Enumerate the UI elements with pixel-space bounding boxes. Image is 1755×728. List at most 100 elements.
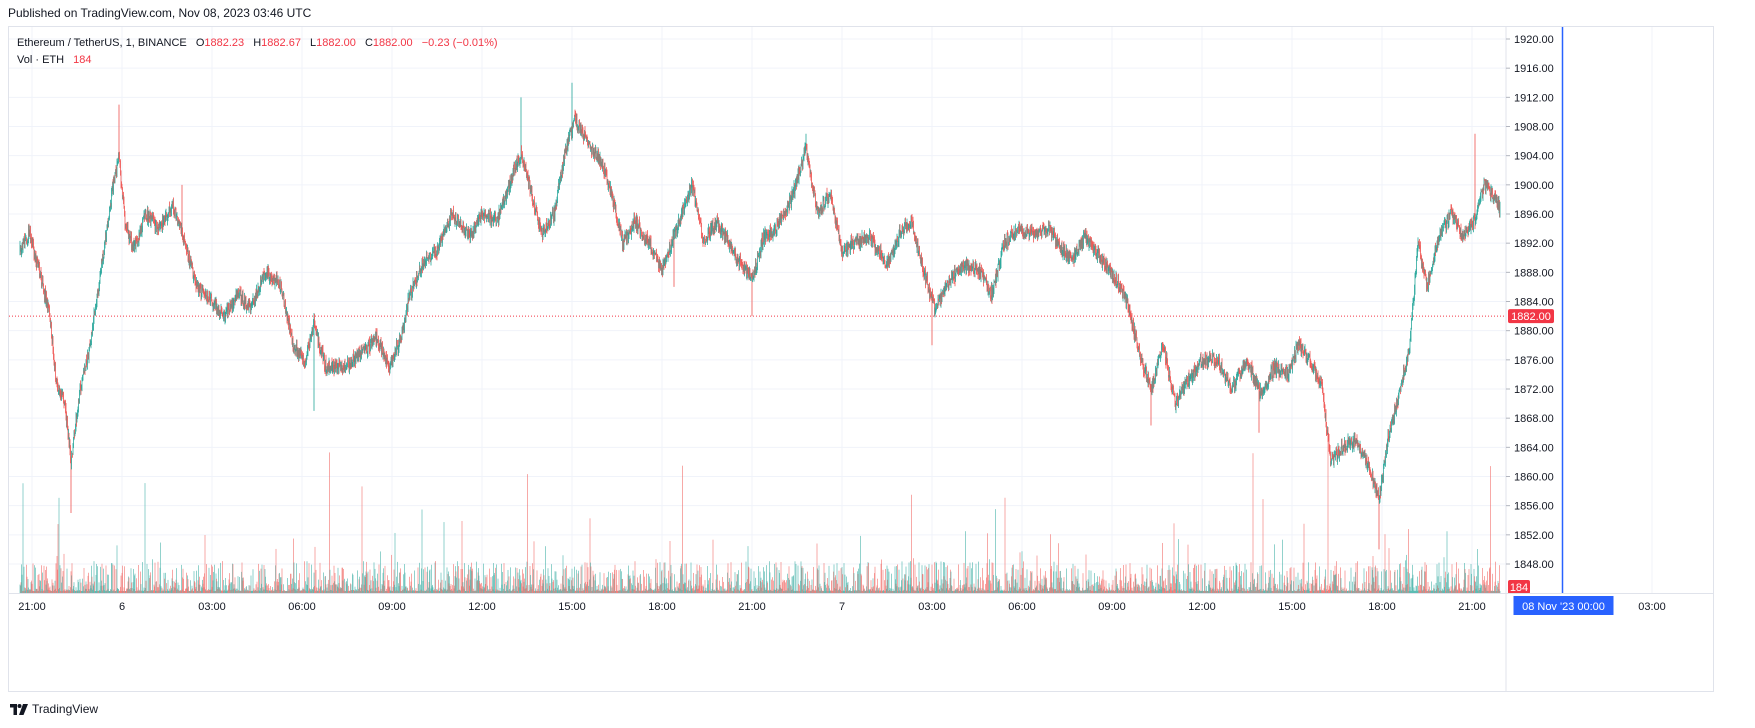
volume-bar <box>407 588 408 593</box>
volume-bar <box>1467 575 1469 593</box>
volume-bar <box>556 579 558 593</box>
volume-bar <box>226 585 227 593</box>
volume-bar <box>1375 576 1377 593</box>
volume-bar <box>214 564 215 593</box>
volume-bar <box>1150 581 1151 593</box>
volume-bar <box>325 584 327 593</box>
volume-bar <box>335 584 337 593</box>
volume-bar <box>1257 574 1259 593</box>
volume-bar <box>1120 568 1121 593</box>
volume-bar <box>622 578 623 593</box>
volume-bar <box>1486 580 1487 593</box>
volume-bar <box>378 564 380 593</box>
volume-bar <box>940 561 942 593</box>
volume-bar <box>37 574 39 593</box>
volume-bar <box>1319 566 1320 593</box>
volume-bar <box>859 563 860 593</box>
volume-bar <box>999 579 1000 593</box>
volume-bar <box>845 587 846 593</box>
volume-bar <box>879 587 880 593</box>
volume-bar <box>953 578 955 593</box>
volume-bar <box>1438 562 1440 593</box>
volume-bar <box>160 542 161 593</box>
volume-bar <box>504 583 505 593</box>
volume-bar <box>1394 570 1396 593</box>
volume-bar <box>1287 582 1289 593</box>
volume-bar <box>1013 564 1014 593</box>
volume-bar <box>199 584 201 593</box>
volume-bar <box>198 565 199 593</box>
volume-bar <box>1221 587 1222 593</box>
volume-bar <box>766 565 767 593</box>
volume-bar <box>53 585 55 593</box>
volume-bar <box>220 562 221 593</box>
volume-bar <box>508 576 510 593</box>
volume-bar <box>918 562 920 593</box>
volume-bar <box>572 577 574 593</box>
volume-bar <box>474 578 476 593</box>
volume-bar <box>394 532 396 593</box>
volume-bar <box>1213 573 1214 593</box>
volume-bar <box>709 578 710 593</box>
volume-bar <box>1239 564 1240 593</box>
volume-bar <box>112 564 114 593</box>
volume-bar <box>991 562 993 593</box>
volume-bar <box>326 587 328 593</box>
volume-bar <box>418 583 419 593</box>
volume-bar <box>1189 572 1191 593</box>
volume-bar <box>62 571 64 593</box>
volume-bar <box>533 541 535 593</box>
volume-bar <box>1293 567 1295 593</box>
volume-bar <box>850 587 851 593</box>
volume-bar <box>947 565 948 593</box>
volume-bar <box>506 585 507 593</box>
volume-bar <box>1146 564 1148 593</box>
volume-bar <box>803 585 804 593</box>
chart-frame[interactable] <box>8 26 1714 692</box>
volume-bar <box>661 569 663 593</box>
volume-bar <box>75 587 77 593</box>
volume-bar <box>779 573 780 593</box>
volume-bar <box>610 585 612 593</box>
volume-bar <box>625 586 627 593</box>
volume-bar <box>503 563 505 593</box>
volume-bar <box>1273 577 1274 593</box>
volume-bar <box>1037 575 1038 593</box>
volume-bar <box>1106 588 1107 593</box>
volume-bar <box>274 581 275 593</box>
volume-bar <box>275 548 277 593</box>
volume-bar <box>603 573 605 593</box>
volume-bar <box>103 568 104 593</box>
volume-bar <box>524 578 525 593</box>
volume-bar <box>1254 578 1255 593</box>
volume-bar <box>1224 565 1225 593</box>
volume-bar <box>1101 578 1103 593</box>
volume-bar <box>688 579 690 593</box>
volume-bar <box>844 574 846 593</box>
volume-bar <box>551 564 552 593</box>
volume-bar <box>234 577 236 593</box>
volume-bar <box>668 570 669 593</box>
volume-bar <box>255 584 257 593</box>
volume-bar <box>888 571 890 593</box>
volume-bar <box>1091 584 1093 593</box>
volume-bar <box>861 575 862 593</box>
volume-bar <box>1036 555 1038 593</box>
volume-bar <box>372 575 373 593</box>
volume-bar <box>1270 569 1271 593</box>
volume-bar <box>1280 574 1282 593</box>
volume-bar <box>1409 586 1411 593</box>
volume-bar <box>1094 583 1096 593</box>
volume-bar <box>1191 587 1193 593</box>
volume-bar <box>1260 588 1261 593</box>
volume-bar <box>1248 587 1250 593</box>
volume-bar <box>1261 565 1262 593</box>
volume-bar <box>279 572 280 593</box>
volume-bar <box>886 565 888 593</box>
volume-bar <box>546 583 548 593</box>
volume-bar <box>1384 534 1386 593</box>
volume-bar <box>359 576 360 593</box>
volume-bar <box>1297 572 1299 593</box>
volume-bar <box>1355 563 1357 593</box>
